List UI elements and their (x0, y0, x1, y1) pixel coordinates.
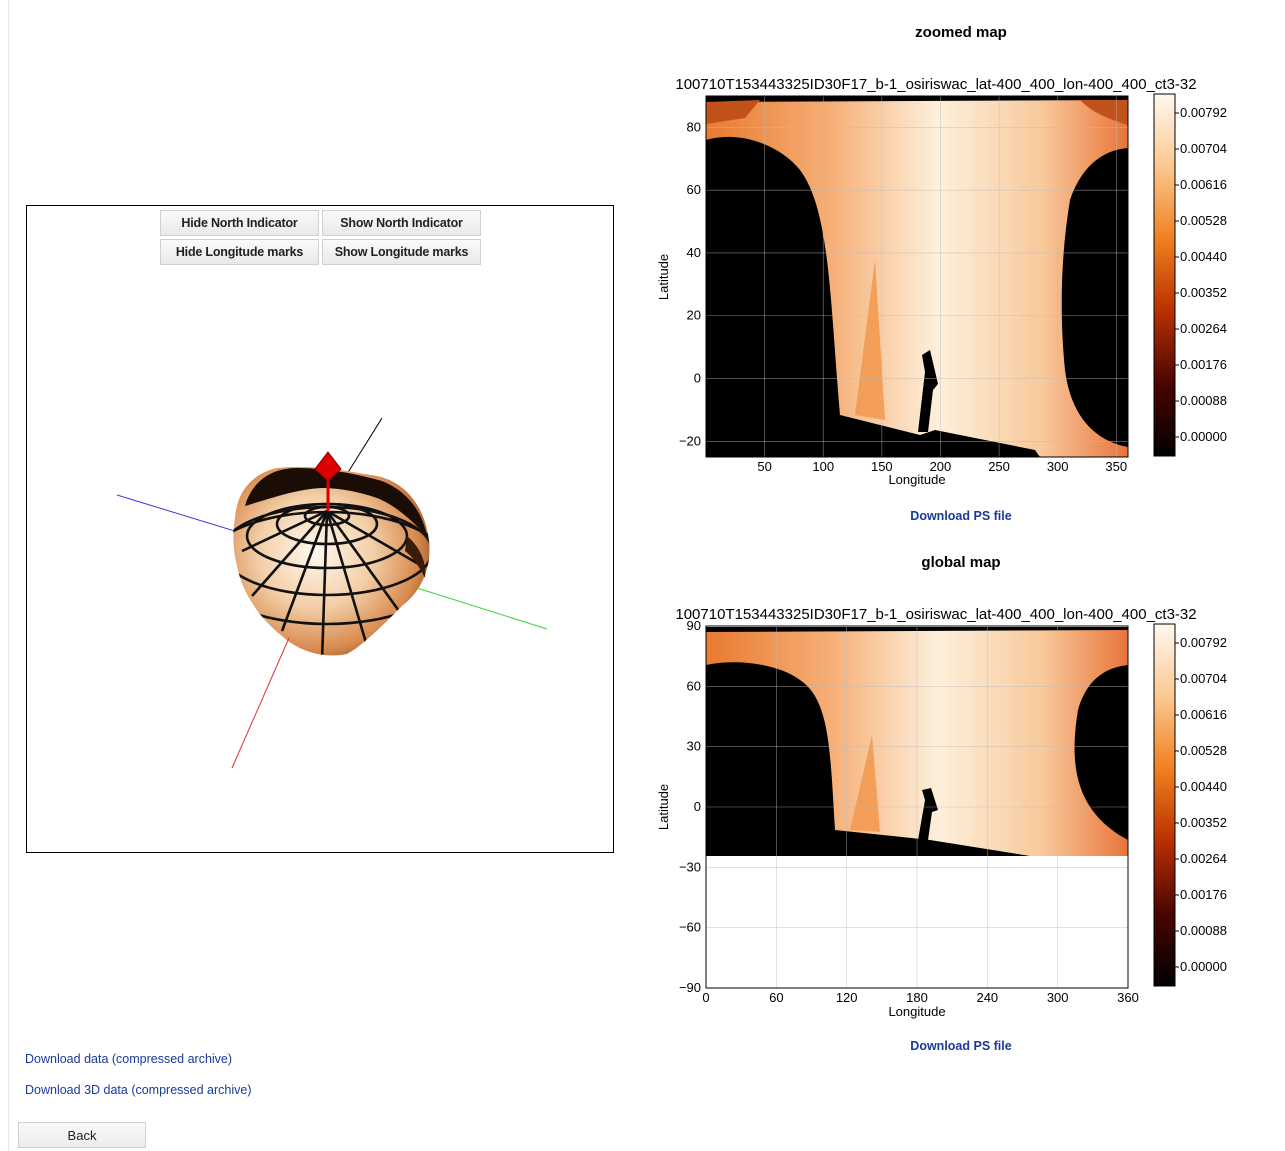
zoomed-y-tick-label: 0 (694, 371, 701, 386)
zoomed-colorbar-tick-label: 0.00440 (1180, 249, 1227, 264)
zoomed-x-tick-label: 300 (1047, 459, 1069, 474)
global-colorbar-tick-label: 0.00440 (1180, 779, 1227, 794)
download-data-link[interactable]: Download data (compressed archive) (25, 1052, 233, 1066)
global-colorbar-tick-label: 0.00704 (1180, 671, 1227, 686)
side-shadow (405, 536, 426, 578)
zoomed-x-tick-label: 350 (1105, 459, 1127, 474)
global-colorbar-tick-label: 0.00792 (1180, 635, 1227, 650)
global-y-tick-label: −60 (679, 920, 701, 935)
zoomed-y-tick-label: 40 (687, 245, 701, 260)
zoomed-y-tick-label: −20 (679, 433, 701, 448)
zoomed-y-tick-labels: 80 60 40 20 0 −20 (679, 119, 701, 448)
global-x-tick-label: 0 (702, 990, 709, 1005)
global-x-tick-label: 120 (836, 990, 858, 1005)
zoomed-y-tick-label: 80 (687, 119, 701, 134)
global-y-tick-label: −30 (679, 859, 701, 874)
zoomed-grid-lines (706, 96, 1128, 457)
zoomed-x-tick-label: 250 (988, 459, 1010, 474)
zoomed-chart-title: 100710T153443325ID30F17_b-1_osiriswac_la… (675, 76, 1196, 93)
global-x-tick-label: 180 (906, 990, 928, 1005)
zoomed-colorbar-tick-label: 0.00616 (1180, 177, 1227, 192)
global-colorbar-tick-label: 0.00264 (1180, 851, 1227, 866)
zoomed-colorbar-tick-label: 0.00264 (1180, 321, 1227, 336)
global-colorbar-tick-label: 0.00352 (1180, 815, 1227, 830)
global-colorbar-tick-label: 0.00176 (1180, 887, 1227, 902)
show-longitude-marks-button[interactable]: Show Longitude marks (322, 239, 481, 265)
global-x-tick-label: 240 (976, 990, 998, 1005)
zoomed-map-chart: 100710T153443325ID30F17_b-1_osiriswac_la… (656, 76, 1227, 487)
zoomed-colorbar-tick-labels: 0.00792 0.00704 0.00616 0.00528 0.00440 0.003… (1175, 105, 1227, 444)
zoomed-heatmap-image (706, 96, 1128, 457)
zoomed-map-heading: zoomed map (915, 24, 1007, 41)
page-left-border (8, 0, 9, 1151)
zoomed-colorbar-tick-label: 0.00352 (1180, 285, 1227, 300)
global-chart-title: 100710T153443325ID30F17_b-1_osiriswac_la… (675, 606, 1196, 623)
zoomed-colorbar-tick-label: 0.00792 (1180, 105, 1227, 120)
download-3d-data-link[interactable]: Download 3D data (compressed archive) (25, 1083, 252, 1097)
global-x-tick-labels: 0 60 120 180 240 300 360 (702, 990, 1138, 1005)
zoomed-y-axis-label: Latitude (656, 254, 671, 300)
global-x-tick-label: 360 (1117, 990, 1139, 1005)
3d-viewer-canvas[interactable] (27, 206, 613, 852)
global-y-tick-label: 0 (694, 799, 701, 814)
global-y-axis-label: Latitude (656, 784, 671, 830)
global-download-ps-link[interactable]: Download PS file (910, 1039, 1012, 1053)
global-x-tick-label: 60 (769, 990, 783, 1005)
3d-shape-viewer[interactable]: Hide North Indicator Show North Indicato… (26, 205, 614, 853)
zoomed-y-tick-label: 60 (687, 182, 701, 197)
hide-north-indicator-button[interactable]: Hide North Indicator (160, 210, 319, 236)
x-axis-line (231, 637, 290, 769)
global-map-chart: 100710T153443325ID30F17_b-1_osiriswac_la… (656, 606, 1227, 1019)
global-colorbar (1153, 623, 1176, 987)
zoomed-x-tick-label: 50 (757, 459, 771, 474)
global-y-tick-label: 90 (687, 618, 701, 633)
zoomed-colorbar-tick-label: 0.00000 (1180, 429, 1227, 444)
global-colorbar-tick-label: 0.00616 (1180, 707, 1227, 722)
zoomed-x-axis-label: Longitude (888, 472, 945, 487)
zoomed-colorbar-tick-label: 0.00176 (1180, 357, 1227, 372)
zoomed-colorbar-tick-label: 0.00088 (1180, 393, 1227, 408)
zoomed-colorbar-tick-label: 0.00528 (1180, 213, 1227, 228)
global-plot-frame (705, 625, 1129, 989)
zoomed-colorbar (1153, 93, 1176, 457)
global-y-tick-label: 30 (687, 739, 701, 754)
global-y-tick-labels: 90 60 30 0 −30 −60 −90 (679, 618, 701, 995)
zoomed-x-tick-labels: 50 100 150 200 250 300 350 (757, 459, 1127, 474)
show-north-indicator-button[interactable]: Show North Indicator (322, 210, 481, 236)
zoomed-colorbar-tick-label: 0.00704 (1180, 141, 1227, 156)
global-y-tick-label: −90 (679, 980, 701, 995)
global-colorbar-tick-label: 0.00528 (1180, 743, 1227, 758)
north-indicator-arrow (314, 451, 342, 511)
zoomed-x-tick-label: 150 (871, 459, 893, 474)
global-map-heading: global map (921, 554, 1001, 571)
zoomed-download-ps-link[interactable]: Download PS file (910, 509, 1012, 523)
global-colorbar-tick-label: 0.00000 (1180, 959, 1227, 974)
global-x-axis-label: Longitude (888, 1004, 945, 1019)
global-x-tick-label: 300 (1047, 990, 1069, 1005)
global-y-tick-label: 60 (687, 678, 701, 693)
shadow-rim (245, 468, 427, 536)
zoomed-x-tick-label: 100 (812, 459, 834, 474)
zoomed-x-tick-label: 200 (930, 459, 952, 474)
hide-longitude-marks-button[interactable]: Hide Longitude marks (160, 239, 319, 265)
back-button[interactable]: Back (18, 1122, 146, 1148)
global-colorbar-tick-labels: 0.00792 0.00704 0.00616 0.00528 0.00440 0.003… (1175, 635, 1227, 974)
zoomed-y-tick-label: 20 (687, 308, 701, 323)
global-colorbar-tick-label: 0.00088 (1180, 923, 1227, 938)
y-axis-line (416, 587, 548, 630)
zoomed-plot-frame (705, 95, 1129, 458)
